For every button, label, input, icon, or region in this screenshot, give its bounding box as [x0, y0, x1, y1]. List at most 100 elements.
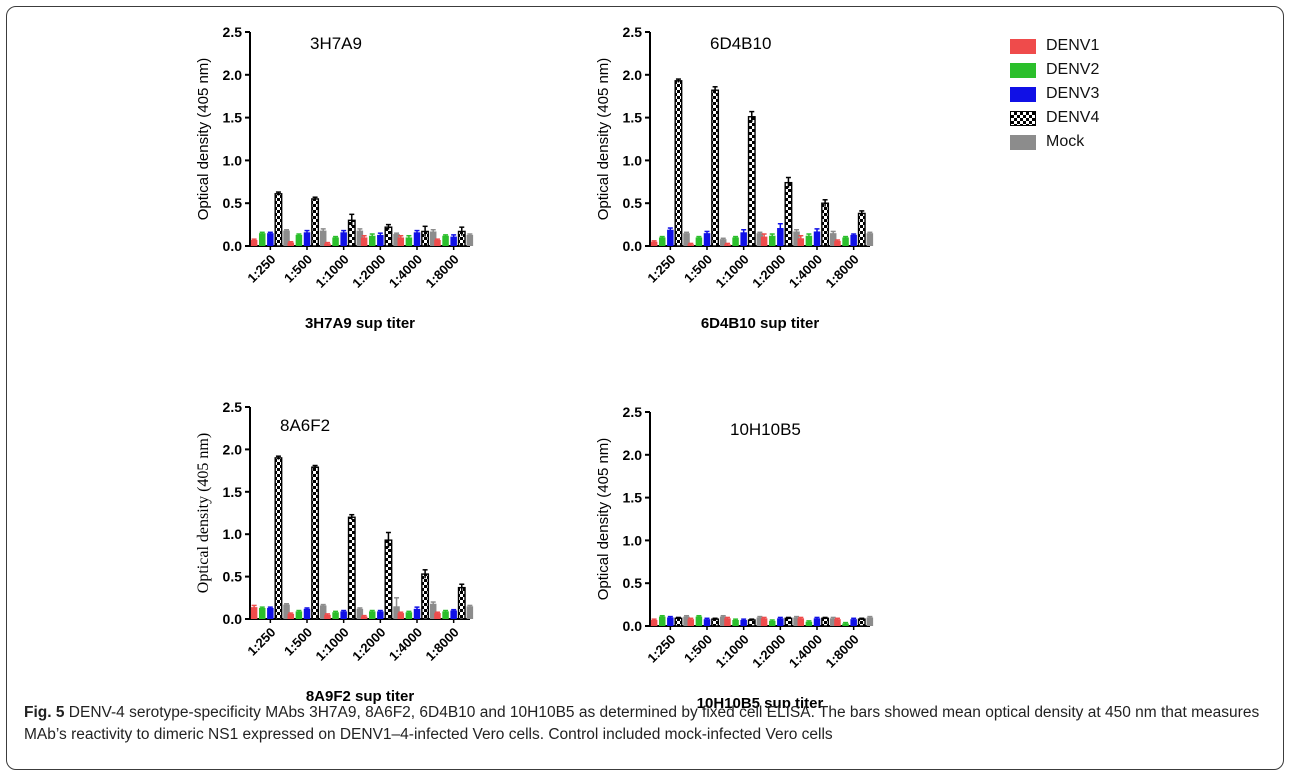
bar-denv1-1-250	[650, 620, 658, 626]
y-tick-label: 0.5	[223, 569, 243, 585]
bar-denv1-1-1000	[324, 614, 331, 619]
bar-denv1-1-250	[650, 241, 658, 246]
bar-mock-1-500	[319, 605, 327, 619]
x-tick-label: 1:1000	[313, 625, 352, 664]
y-tick-label: 0.5	[623, 195, 643, 211]
bar-denv3-1-8000	[850, 619, 857, 626]
bar-denv3-1-250	[267, 233, 274, 246]
bar-denv3-1-500	[303, 232, 311, 246]
x-tick-label: 1:2000	[749, 252, 788, 291]
legend-swatch-denv4	[1010, 110, 1036, 126]
x-tick-label: 1:250	[244, 625, 278, 659]
bar-denv3-1-8000	[450, 236, 457, 246]
bar-denv4-1-500	[311, 198, 320, 247]
bar-mock-1-1000	[756, 233, 764, 246]
bar-denv1-1-250	[250, 240, 258, 246]
y-tick-label: 1.5	[623, 110, 643, 126]
plot-area: 0.0 0.5 1.0 1.5 2.0 2.5 Optical density (405 n…	[595, 404, 874, 708]
x-tick-label: 1:500	[681, 632, 715, 666]
bar-denv3-1-4000	[813, 231, 821, 246]
bar-denv1-1-1000	[724, 618, 731, 626]
y-tick-label: 0.0	[623, 618, 643, 634]
bar-denv4-1-250	[674, 617, 683, 627]
y-tick-label: 1.5	[623, 490, 643, 506]
legend-label-mock: Mock	[1046, 133, 1085, 150]
bar-mock-1-4000	[829, 233, 837, 246]
y-axis-label: Optical density (405 nm)	[595, 58, 612, 221]
legend: DENV1 DENV2 DENV3 DENV4 Mock	[1010, 34, 1099, 154]
y-tick-label: 2.5	[223, 399, 243, 415]
x-tick-label: 1:1000	[313, 252, 352, 291]
x-axis-label: 10H10B5 sup titer	[697, 695, 824, 708]
y-tick-label: 2.0	[223, 67, 243, 83]
bar-denv3-1-1000	[740, 620, 747, 626]
bar-denv3-1-2000	[377, 234, 384, 246]
bar-denv1-1-2000	[760, 618, 768, 626]
x-tick-label: 1:4000	[386, 625, 425, 664]
bar-mock-1-1000	[356, 608, 364, 619]
legend-item-mock: Mock	[1010, 130, 1099, 154]
bar-denv2-1-4000	[405, 612, 413, 619]
bar-denv3-1-2000	[377, 611, 384, 619]
chart-panel-6d4b10: 0.0 0.5 1.0 1.5 2.0 2.5 Optical density (405 n…	[595, 24, 874, 332]
bar-denv2-1-250	[658, 237, 666, 246]
x-tick-label: 1:2000	[749, 632, 788, 671]
bar-denv1-1-4000	[397, 237, 405, 246]
bar-denv3-1-1000	[740, 232, 747, 246]
bar-mock-1-1000	[756, 617, 764, 626]
legend-item-denv2: DENV2	[1010, 58, 1099, 82]
bar-denv2-1-8000	[442, 235, 449, 246]
x-tick-label: 1:250	[644, 252, 678, 286]
bar-denv2-1-1000	[332, 237, 339, 246]
bar-denv4-1-4000	[821, 617, 830, 627]
x-tick-label: 1:8000	[423, 625, 462, 664]
bar-denv2-1-8000	[442, 611, 449, 619]
bar-denv4-1-8000	[857, 618, 866, 627]
chart-panel-10h10b5: 0.0 0.5 1.0 1.5 2.0 2.5 Optical density (405 n…	[595, 404, 874, 708]
bar-denv2-1-500	[695, 237, 703, 246]
bar-denv4-1-500	[711, 89, 720, 247]
bar-denv3-1-1000	[340, 611, 347, 619]
bar-denv3-1-4000	[413, 232, 421, 246]
bar-denv1-1-8000	[834, 619, 841, 626]
bar-denv2-1-500	[295, 611, 303, 619]
bar-denv1-1-500	[687, 619, 695, 626]
plot-area: 0.0 0.5 1.0 1.5 2.0 2.5 Optical density (405 n…	[595, 24, 874, 332]
bar-denv3-1-500	[703, 233, 711, 246]
x-tick-label: 1:8000	[823, 252, 862, 291]
plot-area: 0.0 0.5 1.0 1.5 2.0 2.5 Optical density (405 n…	[195, 24, 474, 332]
caption-text: DENV-4 serotype-specificity MAbs 3H7A9, …	[24, 704, 1260, 743]
legend-label-denv4: DENV4	[1046, 109, 1100, 126]
bar-denv1-1-8000	[434, 613, 441, 619]
y-tick-label: 2.0	[223, 441, 243, 457]
legend-swatch-mock	[1010, 134, 1036, 150]
y-tick-label: 1.0	[623, 152, 643, 168]
bar-denv2-1-500	[295, 234, 303, 246]
bar-denv4-1-2000	[384, 539, 393, 620]
legend-item-denv4: DENV4	[1010, 106, 1099, 130]
bar-mock-1-8000	[466, 606, 474, 619]
bar-mock-1-4000	[429, 603, 437, 619]
y-tick-label: 0.5	[223, 195, 243, 211]
bar-denv4-1-4000	[421, 573, 430, 620]
legend-label-denv3: DENV3	[1046, 85, 1100, 102]
caption-lead: Fig. 5	[24, 704, 65, 721]
bar-denv3-1-500	[303, 608, 311, 619]
bar-denv4-1-2000	[784, 181, 793, 247]
bar-denv2-1-1000	[732, 237, 739, 246]
bar-denv4-1-500	[311, 466, 320, 620]
bar-denv2-1-250	[658, 616, 666, 626]
bar-denv4-1-2000	[384, 226, 393, 247]
bar-mock-1-500	[719, 616, 727, 626]
x-tick-label: 1:4000	[786, 632, 825, 671]
y-tick-label: 1.5	[223, 110, 243, 126]
plot-area: 0.0 0.5 1.0 1.5 2.0 2.5 Optical density (405 n…	[195, 399, 474, 705]
bar-denv2-1-250	[258, 233, 266, 246]
x-tick-label: 1:8000	[423, 252, 462, 291]
bar-mock-1-1000	[356, 230, 364, 246]
x-tick-label: 1:4000	[786, 252, 825, 291]
bar-denv2-1-4000	[805, 621, 813, 626]
bar-denv4-1-250	[274, 457, 283, 620]
bar-denv1-1-4000	[797, 238, 805, 246]
figure-caption: Fig. 5 DENV-4 serotype-specificity MAbs …	[24, 702, 1269, 746]
